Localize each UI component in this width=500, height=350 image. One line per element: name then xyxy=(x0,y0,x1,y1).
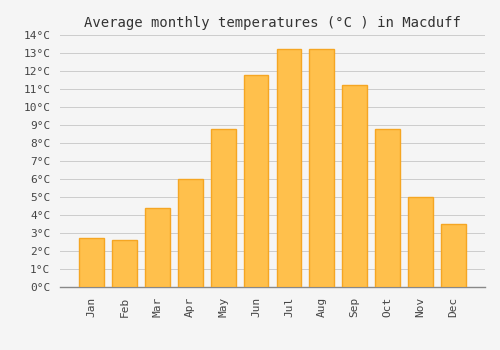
Bar xyxy=(80,238,104,287)
Bar xyxy=(244,75,268,287)
Bar xyxy=(342,85,367,287)
Bar xyxy=(178,179,203,287)
Bar xyxy=(145,208,170,287)
Title: Average monthly temperatures (°C ) in Macduff: Average monthly temperatures (°C ) in Ma… xyxy=(84,16,461,30)
Bar xyxy=(441,224,466,287)
Bar xyxy=(376,128,400,287)
Bar xyxy=(276,49,301,287)
Bar xyxy=(211,128,236,287)
Bar xyxy=(408,197,433,287)
Bar xyxy=(112,240,137,287)
Bar xyxy=(310,49,334,287)
